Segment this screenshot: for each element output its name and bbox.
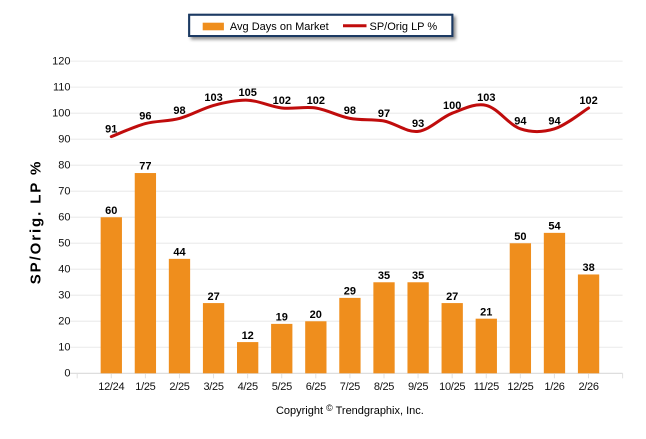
svg-text:50: 50 xyxy=(514,231,526,243)
svg-text:10/25: 10/25 xyxy=(439,381,465,393)
svg-text:50: 50 xyxy=(58,237,70,249)
svg-text:102: 102 xyxy=(307,95,325,107)
svg-text:Avg Days on Market: Avg Days on Market xyxy=(230,21,329,33)
svg-text:2/26: 2/26 xyxy=(578,381,598,393)
svg-text:0: 0 xyxy=(64,367,70,379)
svg-text:21: 21 xyxy=(480,306,492,318)
svg-text:93: 93 xyxy=(412,118,424,130)
svg-text:60: 60 xyxy=(105,205,117,217)
svg-text:103: 103 xyxy=(477,92,495,104)
svg-text:1/25: 1/25 xyxy=(135,381,155,393)
svg-text:35: 35 xyxy=(412,270,424,282)
svg-text:8/25: 8/25 xyxy=(374,381,394,393)
svg-text:70: 70 xyxy=(58,185,70,197)
svg-text:4/25: 4/25 xyxy=(238,381,258,393)
svg-text:12/24: 12/24 xyxy=(98,381,124,393)
svg-text:100: 100 xyxy=(52,107,70,119)
svg-text:44: 44 xyxy=(173,247,186,259)
svg-text:1/26: 1/26 xyxy=(544,381,564,393)
svg-text:103: 103 xyxy=(204,92,222,104)
svg-text:7/25: 7/25 xyxy=(340,381,360,393)
svg-text:35: 35 xyxy=(378,270,390,282)
svg-text:10: 10 xyxy=(58,341,70,353)
svg-text:12: 12 xyxy=(242,330,254,342)
svg-text:6/25: 6/25 xyxy=(306,381,326,393)
svg-text:90: 90 xyxy=(58,133,70,145)
svg-text:29: 29 xyxy=(344,286,356,298)
svg-text:91: 91 xyxy=(105,123,117,135)
svg-text:120: 120 xyxy=(52,55,70,67)
svg-text:98: 98 xyxy=(344,105,356,117)
svg-text:96: 96 xyxy=(139,110,151,122)
svg-text:100: 100 xyxy=(443,100,461,112)
svg-text:102: 102 xyxy=(579,95,597,107)
svg-text:9/25: 9/25 xyxy=(408,381,428,393)
svg-text:11/25: 11/25 xyxy=(474,381,499,393)
svg-text:Copyright © Trendgraphix, Inc.: Copyright © Trendgraphix, Inc. xyxy=(276,403,424,417)
svg-text:98: 98 xyxy=(173,105,185,117)
svg-text:60: 60 xyxy=(58,211,70,223)
svg-text:SP/Orig LP %: SP/Orig LP % xyxy=(370,21,438,33)
svg-text:110: 110 xyxy=(53,81,71,93)
svg-text:94: 94 xyxy=(548,116,561,128)
svg-text:80: 80 xyxy=(58,159,70,171)
svg-text:102: 102 xyxy=(273,95,291,107)
svg-text:38: 38 xyxy=(582,262,594,274)
svg-text:5/25: 5/25 xyxy=(272,381,292,393)
svg-text:97: 97 xyxy=(378,108,390,120)
svg-text:SP/Orig. LP %: SP/Orig. LP % xyxy=(28,160,45,284)
svg-text:27: 27 xyxy=(446,291,458,303)
svg-text:2/25: 2/25 xyxy=(169,381,189,393)
svg-text:20: 20 xyxy=(310,309,322,321)
svg-text:77: 77 xyxy=(139,161,151,173)
svg-text:94: 94 xyxy=(514,116,527,128)
svg-text:27: 27 xyxy=(207,291,219,303)
svg-text:20: 20 xyxy=(58,315,70,327)
svg-text:12/25: 12/25 xyxy=(507,381,533,393)
svg-text:105: 105 xyxy=(239,87,257,99)
svg-text:3/25: 3/25 xyxy=(203,381,223,393)
svg-text:54: 54 xyxy=(548,221,561,233)
svg-text:40: 40 xyxy=(58,263,70,275)
svg-text:30: 30 xyxy=(58,289,70,301)
svg-text:19: 19 xyxy=(276,312,288,324)
